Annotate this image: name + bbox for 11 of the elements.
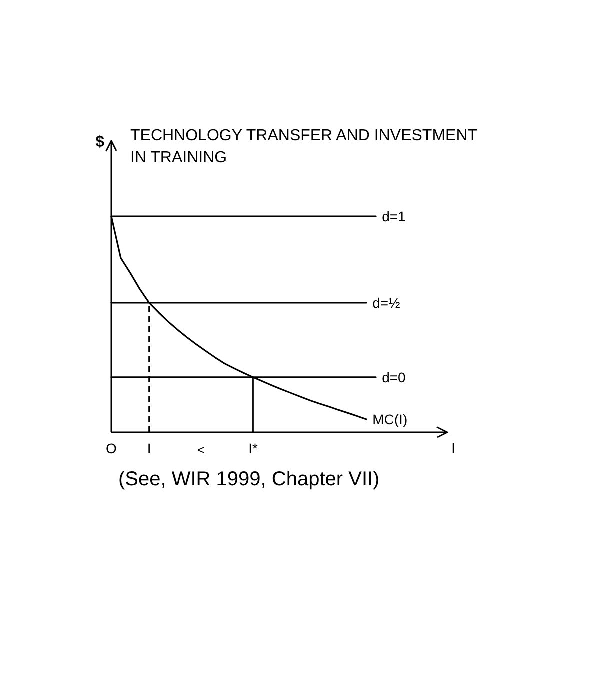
text: (See, WIR 1999, Chapter VII) xyxy=(118,468,380,490)
y-axis-title: $ xyxy=(96,134,105,151)
series-label: d=0 xyxy=(382,369,406,386)
series-label: d=1 xyxy=(382,208,406,224)
x-tick-label: O xyxy=(106,440,118,456)
x-tick-label: I* xyxy=(248,440,258,456)
chart-title: TECHNOLOGY TRANSFER AND INVESTMENT IN TRAINING xyxy=(130,128,478,167)
series-label: d=½ xyxy=(372,294,401,311)
x-tick-label: I xyxy=(147,440,152,456)
text: < xyxy=(197,442,206,458)
series-label: MC(I) xyxy=(372,412,408,428)
